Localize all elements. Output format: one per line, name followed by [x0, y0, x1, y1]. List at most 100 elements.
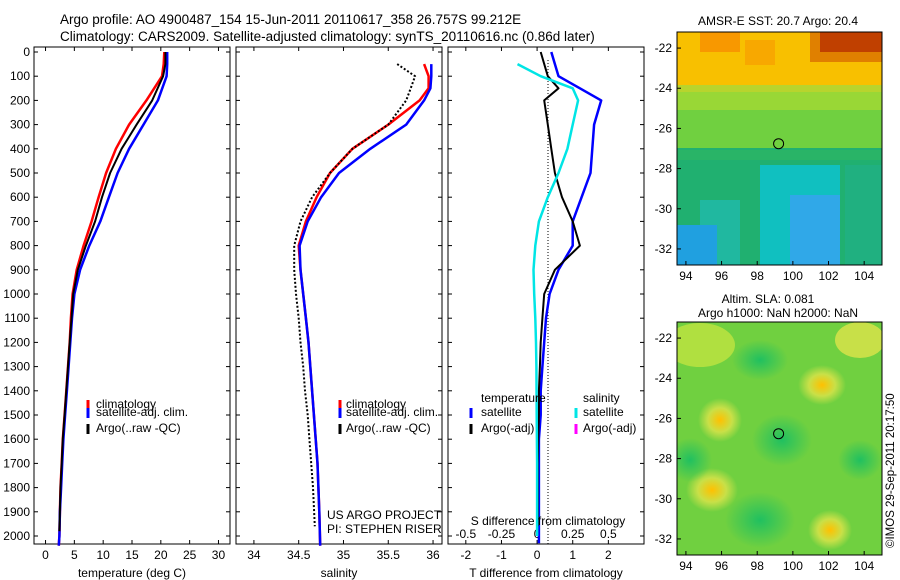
sla-map-title-1: Altim. SLA: 0.081: [722, 292, 815, 306]
legend-climatology: climatology: [346, 397, 406, 411]
salinity-ticks: 34 34.5 35 35.5 36: [236, 47, 442, 562]
temperature-legend: climatology satellite-adj. clim. Argo(..…: [86, 397, 188, 435]
legend-climatology: climatology: [96, 397, 156, 411]
map-y-tick-label: -32: [655, 242, 673, 256]
legend-temp-argo: Argo(-adj): [481, 421, 534, 435]
sst-heatmap-field: [677, 32, 882, 265]
salinity-panel: 34 34.5 35 35.5 36 salinity climatology sate…: [235, 46, 443, 580]
temperature-ticks: 0100200300400500600700800900100011001200…: [3, 45, 230, 562]
legend-sal-argo: Argo(-adj): [583, 421, 636, 435]
salinity-difference-label: S difference from climatology: [471, 514, 626, 528]
x-tick-label: 35.5: [377, 548, 401, 562]
legend-argo: Argo(..raw -QC): [346, 421, 431, 435]
y-tick-label: 900: [10, 263, 30, 277]
credit-project: US ARGO PROJECT: [327, 508, 442, 522]
y-tick-label: 1300: [3, 360, 30, 374]
salinity-series: [293, 63, 433, 546]
y-tick-label: 1500: [3, 408, 30, 422]
sst-map-ticks: 94 96 98 100 102 104 -22 -24 -26 -28 -30 -32: [655, 41, 875, 283]
y-tick-label: 1100: [4, 311, 30, 325]
y-tick-label: 100: [10, 69, 30, 83]
sla-heatmap-field: [677, 322, 882, 555]
map-x-tick-label: 98: [751, 269, 765, 283]
y-tick-label: 1800: [3, 481, 30, 495]
map-x-tick-label: 100: [783, 269, 803, 283]
map-y-tick-label: -26: [655, 411, 673, 425]
y-tick-label: 2000: [3, 529, 30, 543]
x-tick-label: 35: [337, 548, 351, 562]
map-y-tick-label: -28: [655, 162, 673, 176]
map-x-tick-label: 96: [715, 559, 729, 573]
map-y-tick-label: -22: [655, 331, 673, 345]
legend-satellite: satellite-adj. clim.: [96, 405, 188, 419]
figure-title: Argo profile: AO 4900487_154 15-Jun-2011…: [60, 12, 521, 27]
x-tick-label: 2: [605, 548, 612, 562]
y-tick-label: 1000: [3, 287, 30, 301]
map-x-tick-label: 102: [819, 559, 839, 573]
y-tick-label: 800: [10, 239, 30, 253]
map-y-tick-label: -32: [655, 532, 673, 546]
x-tick-label: -1: [496, 548, 507, 562]
salinity-legend: climatology satellite-adj. clim. Argo(..…: [338, 397, 438, 435]
map-y-tick-label: -22: [655, 41, 673, 55]
y-tick-label: 400: [10, 142, 30, 156]
credit-pi: PI: STEPHEN RISER: [327, 522, 442, 536]
x-tick-label: 20: [154, 548, 168, 562]
x-tick-label: 0: [42, 548, 49, 562]
difference-ticks: -2 -1 0 1 2-0.5 -0.25 0 0.25 0.5: [448, 47, 644, 562]
x-tick-label: 34: [247, 548, 261, 562]
figure-subtitle: Climatology: CARS2009. Satellite-adjuste…: [60, 29, 595, 44]
difference-panel: -2 -1 0 1 2-0.5 -0.25 0 0.25 0.5 S difference fr…: [447, 46, 645, 580]
sla-map-title-2: Argo h1000: NaN h2000: NaN: [698, 306, 858, 320]
y-tick-label: 300: [10, 118, 30, 132]
argo-location-marker: [773, 428, 785, 440]
map-x-tick-label: 98: [751, 559, 765, 573]
map-x-tick-label: 94: [679, 559, 693, 573]
y-tick-label: 1200: [3, 335, 30, 349]
temperature-difference-label: T difference from climatology: [469, 566, 623, 580]
x-tick-label: 34.5: [287, 548, 311, 562]
map-x-tick-label: 102: [819, 269, 839, 283]
legend-salinity-heading: salinity: [583, 391, 620, 405]
legend-satellite: satellite-adj. clim.: [346, 405, 438, 419]
map-y-tick-label: -24: [655, 371, 673, 385]
difference-series: [516, 51, 603, 544]
y-tick-label: 500: [10, 166, 30, 180]
legend-temperature-heading: temperature: [481, 391, 546, 405]
map-x-tick-label: 94: [679, 269, 693, 283]
x-tick-label: 30: [212, 548, 226, 562]
legend-temp-satellite: satellite: [481, 405, 522, 419]
difference-axes-frame: [447, 46, 645, 545]
map-y-tick-label: -26: [655, 121, 673, 135]
x-tick-label: 5: [71, 548, 78, 562]
difference-legend: temperature satellite Argo(-adj) salinit…: [469, 391, 636, 435]
map-y-tick-label: -30: [655, 492, 673, 506]
x-tick-label-salinity: -0.25: [488, 527, 516, 541]
map-y-tick-label: -28: [655, 452, 673, 466]
y-tick-label: 200: [10, 93, 30, 107]
map-x-tick-label: 104: [854, 269, 874, 283]
x-tick-label: -2: [460, 548, 471, 562]
y-tick-label: 1600: [3, 432, 30, 446]
salinity-axes-frame: [235, 46, 443, 545]
series-line: [57, 52, 169, 546]
temperature-panel: 0100200300400500600700800900100011001200…: [3, 45, 231, 580]
map-y-tick-label: -30: [655, 202, 673, 216]
series-line: [536, 51, 581, 527]
x-tick-label: 1: [569, 548, 576, 562]
sla-map: Altim. SLA: 0.081 Argo h1000: NaN h2000:…: [655, 292, 883, 573]
x-tick-label: 25: [183, 548, 197, 562]
map-y-tick-label: -24: [655, 81, 673, 95]
legend-sal-satellite: satellite: [583, 405, 624, 419]
y-tick-label: 1700: [3, 456, 30, 470]
imos-stamp: ©IMOS 29-Sep-2011 20:17:50: [885, 393, 897, 548]
argo-location-marker: [773, 138, 785, 150]
y-tick-label: 600: [10, 190, 30, 204]
y-tick-label: 1400: [3, 384, 30, 398]
sst-map: AMSR-E SST: 20.7 Argo: 20.4 94 96 98 100 102…: [655, 14, 883, 283]
x-tick-label: 36: [426, 548, 440, 562]
temperature-x-label: temperature (deg C): [78, 566, 186, 580]
y-tick-label: 0: [23, 45, 30, 59]
series-line: [537, 51, 603, 544]
